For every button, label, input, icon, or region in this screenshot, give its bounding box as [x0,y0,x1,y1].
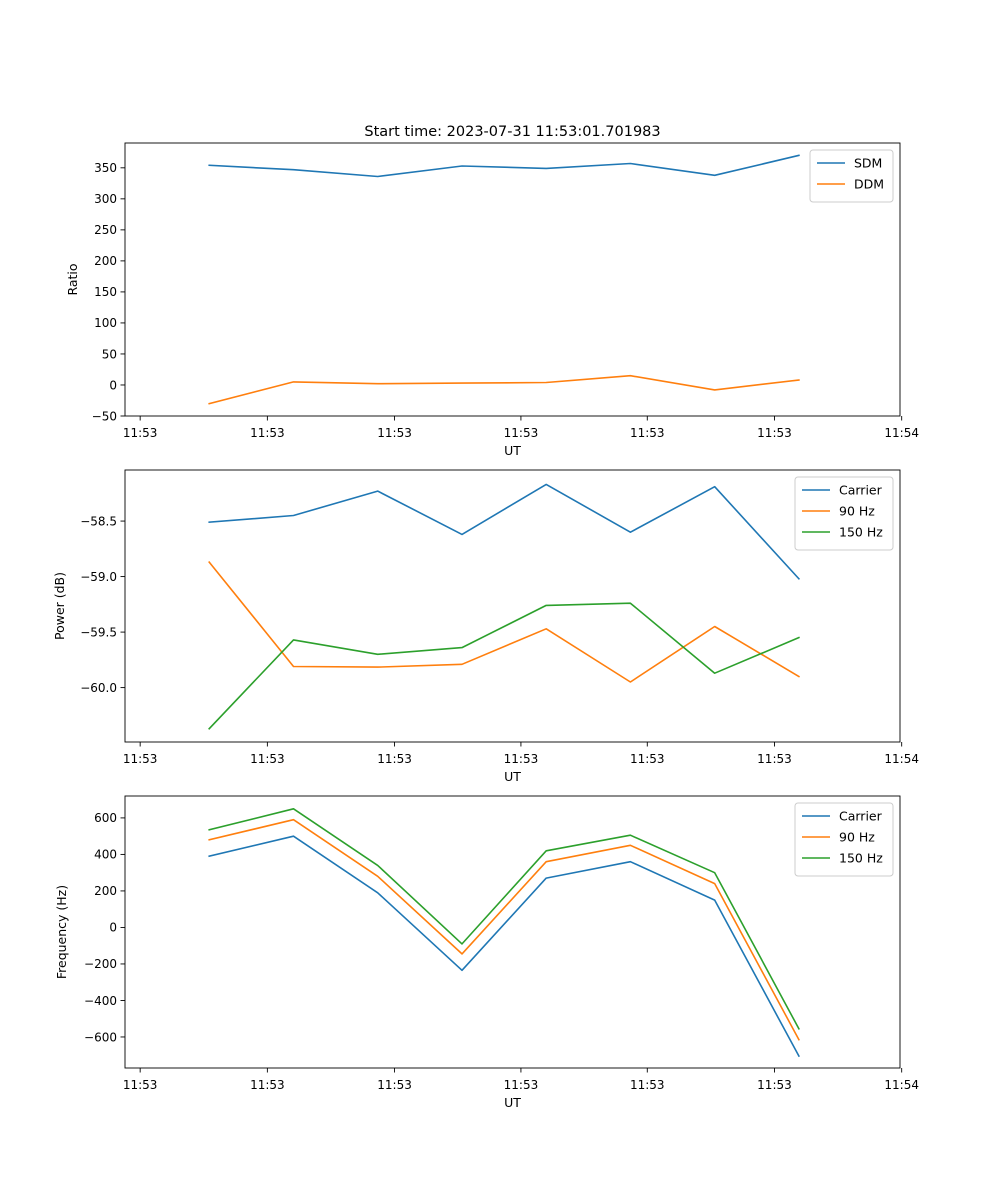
legend: Carrier 90 Hz 150 Hz [794,476,894,551]
y-tick-label: 200 [94,254,117,268]
y-tick-label: 250 [94,223,117,237]
y-tick-label: −400 [84,994,117,1008]
x-tick-label: 11:53 [377,752,412,766]
series-line-150-hz [208,602,800,730]
x-axis-label: UT [504,769,521,784]
x-tick-label: 11:53 [757,752,792,766]
x-tick-label: 11:53 [123,752,158,766]
legend-label-sdm: SDM [854,156,882,171]
x-tick-label: 11:53 [630,752,665,766]
series-line-ddm [208,374,800,405]
y-tick-label: −600 [84,1030,117,1044]
series-line-carrier [208,483,801,580]
legend-label-90-hz: 90 Hz [839,830,875,845]
series-line-150-hz [208,807,800,1030]
y-tick-label: 400 [94,848,117,862]
y-tick-label: 50 [102,347,117,361]
x-tick-label: 11:53 [504,1078,539,1092]
axes-frame [124,469,901,743]
y-axis-label: Power (dB) [52,572,67,640]
y-tick-label: −60.0 [80,681,117,695]
series-line-90-hz [208,818,800,1041]
subplot-ratio: 11:53 11:53 11:53 11:53 11:53 11:53 11:54 −50 0 5… [65,142,919,458]
x-tick-label: 11:53 [250,1078,285,1092]
y-axis-label: Frequency (Hz) [54,885,69,979]
x-tick-label: 11:53 [377,426,412,440]
legend-label-150-hz: 150 Hz [839,525,883,540]
x-tick-label: 11:53 [250,752,285,766]
x-tick-label: 11:54 [884,426,919,440]
series-line-90-hz [208,560,800,683]
series-line-carrier [208,835,800,1058]
x-tick-label: 11:53 [630,426,665,440]
y-axis-label: Ratio [65,263,80,295]
y-tick-label: 300 [94,192,117,206]
axes-frame [124,142,901,417]
x-tick-label: 11:53 [504,752,539,766]
x-tick-label: 11:53 [757,1078,792,1092]
x-axis-label: UT [504,1095,521,1110]
y-tick-label: 600 [94,811,117,825]
y-tick-label: −50 [92,409,117,423]
y-tick-label: 150 [94,285,117,299]
y-tick-label: 100 [94,316,117,330]
x-tick-label: 11:53 [504,426,539,440]
x-tick-label: 11:53 [123,426,158,440]
legend-label-90-hz: 90 Hz [839,504,875,519]
x-tick-label: 11:53 [377,1078,412,1092]
legend-label-carrier: Carrier [839,483,883,498]
subplot-frequency: 11:53 11:53 11:53 11:53 11:53 11:53 11:54 −600 −… [54,795,919,1110]
figure-title: Start time: 2023-07-31 11:53:01.701983 [364,124,660,140]
y-tick-label: −59.0 [80,570,117,584]
x-axis-label: UT [504,443,521,458]
y-tick-label: −200 [84,957,117,971]
x-tick-label: 11:54 [884,752,919,766]
x-tick-label: 11:54 [884,1078,919,1092]
y-tick-label: −59.5 [80,625,117,639]
legend: Carrier 90 Hz 150 Hz [794,802,894,877]
legend: SDM DDM [809,149,894,203]
x-tick-label: 11:53 [123,1078,158,1092]
y-tick-label: 200 [94,884,117,898]
series-line-sdm [208,154,800,178]
y-tick-label: 0 [109,378,117,392]
legend-label-150-hz: 150 Hz [839,851,883,866]
legend-label-carrier: Carrier [839,809,883,824]
y-tick-label: 350 [94,161,117,175]
x-tick-label: 11:53 [757,426,792,440]
x-tick-label: 11:53 [630,1078,665,1092]
y-tick-label: 0 [109,921,117,935]
axes-frame [124,795,901,1069]
legend-label-ddm: DDM [854,177,884,192]
subplots: 11:53 11:53 11:53 11:53 11:53 11:53 11:54 −50 0 5… [52,142,919,1110]
subplot-power: 11:53 11:53 11:53 11:53 11:53 11:53 11:54 −60.0… [52,469,919,784]
x-tick-label: 11:53 [250,426,285,440]
y-tick-label: −58.5 [80,514,117,528]
